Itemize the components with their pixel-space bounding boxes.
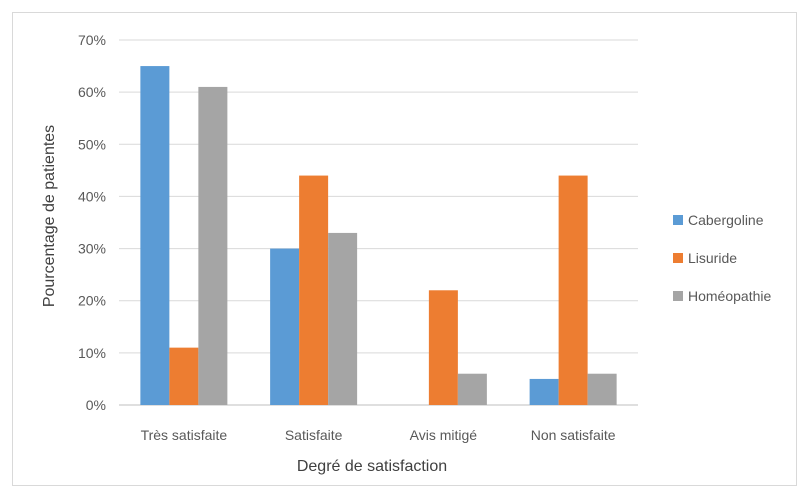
y-tick-label: 60% [78,84,106,100]
bar-3-0 [529,378,559,405]
legend: Cabergoline Lisuride Homéopathie [673,212,771,304]
y-tick-label: 40% [78,188,106,204]
x-axis-ticks: Très satisfaite Satisfaite Avis mitigé Non … [141,427,616,443]
bar-1-1 [299,175,329,405]
bar-2-2 [457,373,487,405]
legend-label: Lisuride [688,250,737,266]
x-axis-label: Degré de satisfaction [297,458,447,475]
bar-3-2 [587,373,617,405]
bar-0-0 [140,66,170,406]
x-tick-label: Avis mitigé [410,427,478,443]
legend-swatch [673,291,683,301]
bar-2-1 [428,290,458,405]
legend-swatch [673,215,683,225]
legend-label: Cabergoline [688,212,764,228]
y-axis-ticks: 0% 10% 20% 30% 40% 50% 60% 70% [78,32,106,413]
x-tick-label: Non satisfaite [531,427,616,443]
legend-label: Homéopathie [688,288,771,304]
y-tick-label: 0% [86,397,106,413]
legend-swatch [673,253,683,263]
bars [140,66,617,406]
bar-1-0 [270,248,300,405]
y-tick-label: 30% [78,241,106,257]
y-tick-label: 70% [78,32,106,48]
bar-3-1 [558,175,588,405]
bar-0-2 [198,86,228,405]
x-tick-label: Satisfaite [285,427,343,443]
x-tick-label: Très satisfaite [141,427,228,443]
bar-1-2 [328,232,358,405]
y-axis-label: Pourcentage de patientes [41,125,58,307]
bar-0-1 [169,347,199,405]
y-tick-label: 50% [78,136,106,152]
y-tick-label: 20% [78,293,106,309]
y-tick-label: 10% [78,345,106,361]
